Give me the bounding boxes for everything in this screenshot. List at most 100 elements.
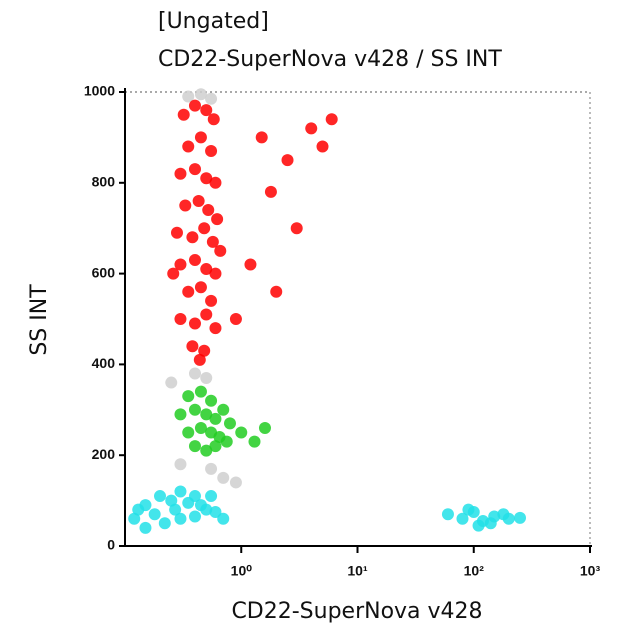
data-point	[188, 163, 201, 176]
data-point	[194, 88, 207, 101]
data-point	[200, 444, 213, 457]
y-axis-label: SS INT	[27, 284, 52, 356]
data-point	[194, 421, 207, 434]
data-point	[158, 517, 171, 530]
data-point	[209, 176, 222, 189]
data-point	[205, 145, 218, 158]
data-point	[229, 476, 242, 489]
data-point	[194, 281, 207, 294]
data-point	[223, 417, 236, 430]
data-point	[188, 253, 201, 266]
data-point	[192, 194, 205, 207]
data-point	[502, 512, 515, 525]
data-point	[177, 108, 190, 121]
data-point	[148, 508, 161, 521]
data-point	[456, 512, 469, 525]
data-point	[200, 104, 213, 117]
data-point	[153, 490, 166, 503]
data-point	[290, 222, 303, 235]
data-point	[128, 512, 141, 525]
data-point	[325, 113, 338, 126]
data-point	[205, 294, 218, 307]
data-point	[174, 258, 187, 271]
data-point	[255, 131, 268, 144]
data-point	[188, 99, 201, 112]
y-tick-label: 600	[92, 264, 116, 280]
data-point	[211, 213, 224, 226]
data-point	[229, 313, 242, 325]
data-point	[209, 267, 222, 280]
data-point	[209, 322, 222, 335]
data-point	[462, 503, 475, 516]
x-axis-label: CD22-SuperNova v428	[231, 599, 482, 624]
data-point	[205, 92, 218, 105]
data-point	[186, 231, 199, 244]
data-point	[198, 222, 211, 235]
data-point	[186, 340, 199, 353]
data-point	[264, 185, 277, 198]
data-point	[217, 403, 230, 416]
data-point	[182, 285, 195, 298]
data-point	[132, 503, 145, 516]
y-tick-label: 200	[92, 446, 116, 462]
data-point	[205, 490, 218, 503]
x-tick-label: 10⁰	[231, 563, 253, 579]
data-point	[182, 90, 195, 103]
data-point	[174, 313, 187, 325]
data-point	[200, 372, 213, 385]
data-point	[202, 204, 215, 217]
data-point	[174, 458, 187, 471]
data-point	[170, 226, 183, 239]
data-point	[514, 511, 527, 524]
x-tick-label: 10³	[580, 563, 601, 579]
chart-subtitle: CD22-SuperNova v428 / SS INT	[158, 47, 502, 72]
data-point	[441, 508, 454, 521]
data-point	[188, 367, 201, 380]
data-point	[169, 503, 182, 516]
data-point	[472, 519, 485, 532]
data-point	[188, 510, 201, 523]
data-point	[206, 235, 219, 248]
data-point	[209, 505, 222, 518]
x-tick-label: 10²	[464, 563, 485, 579]
data-point	[484, 517, 497, 530]
data-point	[207, 113, 220, 126]
data-point	[248, 435, 261, 448]
data-point	[182, 426, 195, 439]
data-point	[174, 512, 187, 525]
data-point	[167, 267, 180, 280]
data-point	[200, 263, 213, 276]
data-point	[179, 199, 192, 212]
data-point	[188, 440, 201, 453]
data-point	[182, 390, 195, 403]
data-point	[217, 512, 230, 525]
x-tick-label: 10¹	[347, 563, 368, 579]
data-point	[174, 485, 187, 498]
data-point	[258, 421, 271, 434]
y-tick-label: 1000	[84, 83, 115, 99]
data-point	[174, 408, 187, 421]
data-point	[165, 494, 178, 507]
data-point	[194, 131, 207, 144]
data-point	[188, 490, 201, 503]
data-point	[200, 503, 213, 516]
data-point	[209, 412, 222, 425]
data-point	[217, 471, 230, 484]
data-point	[270, 285, 283, 298]
data-point	[281, 154, 294, 167]
data-point	[205, 394, 218, 407]
data-point	[198, 344, 211, 357]
data-point	[316, 140, 329, 153]
data-point	[200, 172, 213, 185]
y-tick-label: 800	[92, 174, 116, 190]
data-point	[244, 258, 257, 271]
data-point	[174, 167, 187, 180]
data-point	[200, 308, 213, 321]
y-tick-label: 0	[107, 537, 115, 553]
data-point	[165, 376, 178, 389]
data-point	[139, 521, 152, 534]
data-point	[194, 385, 207, 398]
data-point	[235, 426, 248, 439]
data-point	[200, 408, 213, 421]
y-tick-label: 400	[92, 355, 116, 371]
